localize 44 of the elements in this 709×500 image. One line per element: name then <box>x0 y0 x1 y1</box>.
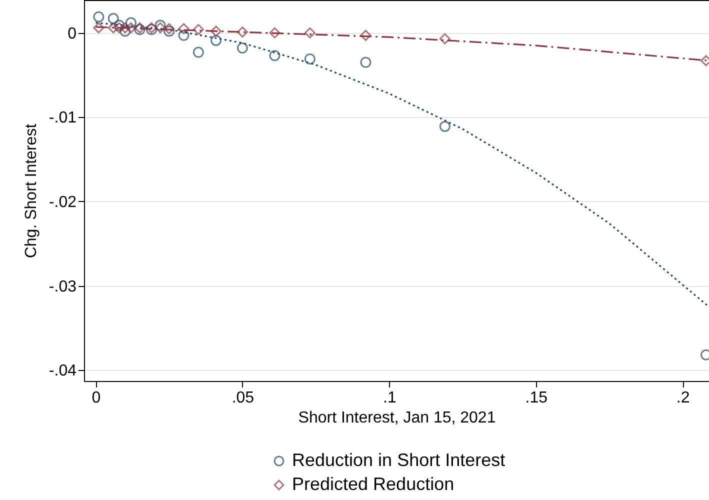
y-tick-label: -.02 <box>48 194 77 211</box>
point <box>192 24 204 35</box>
legend-label: Reduction in Short Interest <box>292 450 506 470</box>
point <box>178 30 190 41</box>
legend-label: Predicted Reduction <box>292 474 454 494</box>
point <box>154 22 166 34</box>
point <box>120 26 131 37</box>
point <box>360 56 372 68</box>
x-tick-label: .15 <box>525 390 548 406</box>
y-tick-label: -.03 <box>48 278 77 296</box>
point <box>125 22 136 34</box>
point <box>164 26 175 37</box>
point <box>178 23 190 34</box>
x-tick-label: .05 <box>232 390 254 406</box>
point <box>192 46 204 58</box>
point <box>304 54 316 64</box>
point <box>269 27 280 38</box>
point <box>210 26 222 37</box>
point <box>114 20 125 31</box>
point <box>210 34 222 46</box>
y-tick-label: -.01 <box>48 110 77 127</box>
point <box>236 26 248 38</box>
x-tick-label: .1 <box>382 390 396 406</box>
x-tick-label: 0 <box>92 390 101 406</box>
point <box>304 27 316 38</box>
point <box>114 22 125 34</box>
y-tick-label: -.04 <box>48 362 77 380</box>
point <box>93 11 104 22</box>
point <box>120 22 131 34</box>
point <box>125 17 136 28</box>
point <box>236 42 248 54</box>
point <box>108 13 119 24</box>
point <box>93 22 104 34</box>
point <box>269 50 280 62</box>
y-axis-title: Chg. Short Interest <box>22 123 40 258</box>
point <box>360 30 372 41</box>
point <box>164 23 175 34</box>
point <box>108 22 119 34</box>
x-axis-title: Short Interest, Jan 15, 2021 <box>298 410 496 426</box>
point <box>439 120 450 132</box>
point <box>154 20 166 31</box>
x-tick-label: .2 <box>676 390 690 406</box>
point <box>439 33 450 44</box>
y-tick-label: 0 <box>68 25 77 42</box>
